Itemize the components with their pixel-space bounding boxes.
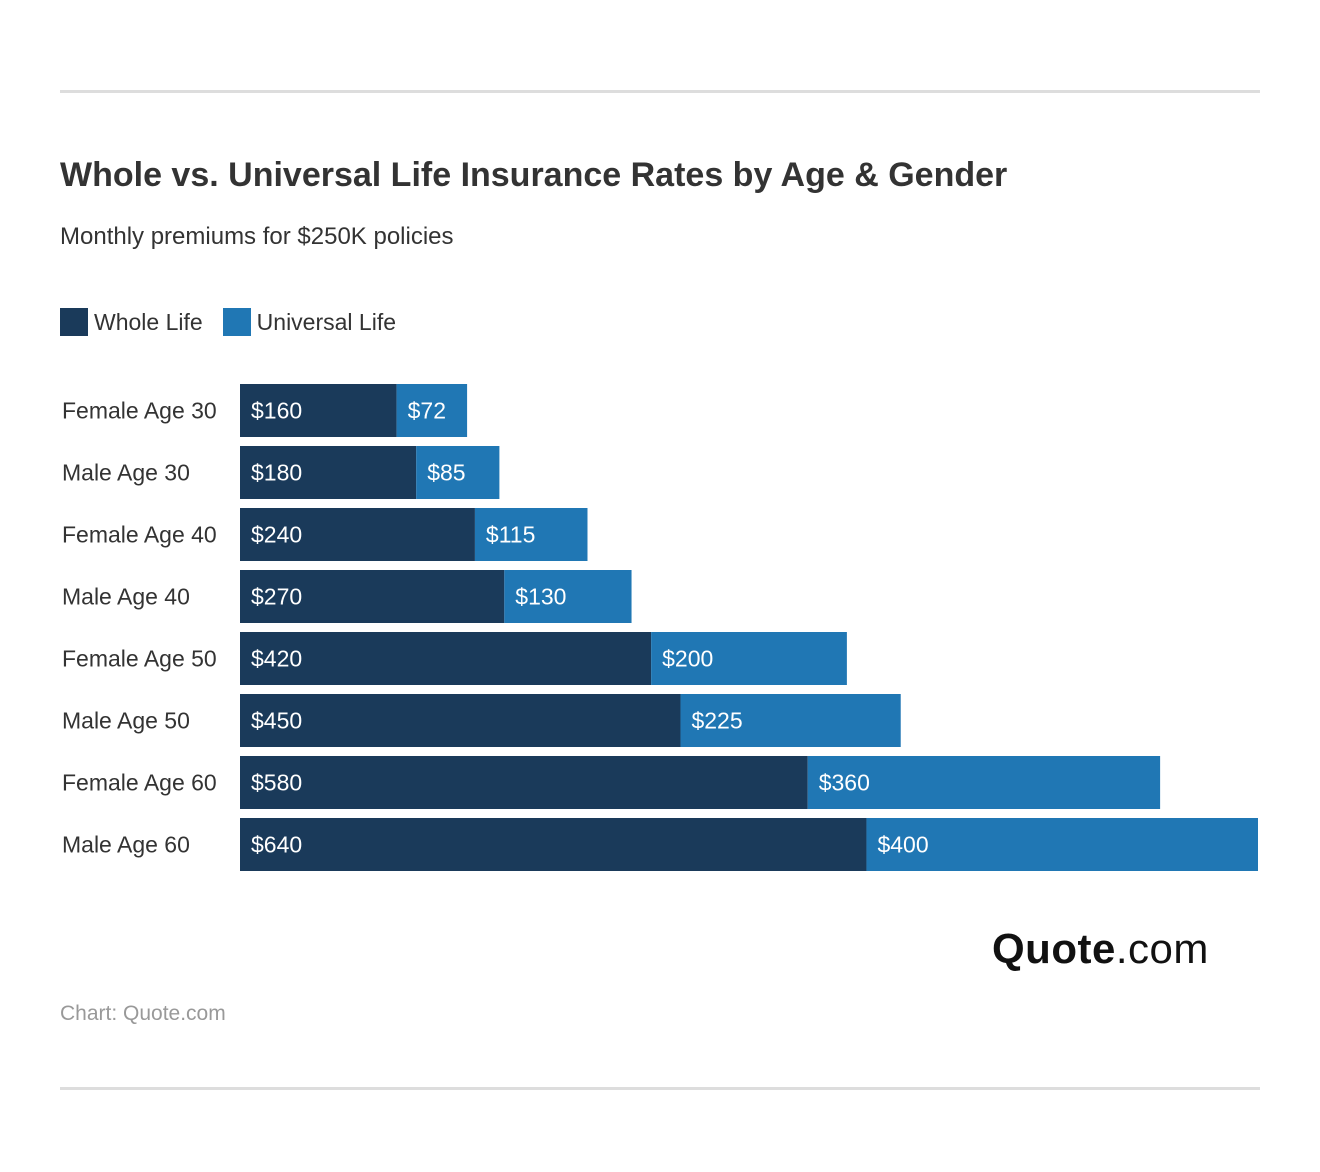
bar-whole-life-female-age-60 [240,756,808,809]
chart-title: Whole vs. Universal Life Insurance Rates… [60,156,1008,194]
bar-universal-life-female-age-60 [807,756,1161,809]
category-label-female-age-50: Female Age 50 [62,646,217,672]
data-label-universal-life-female-age-30: $72 [408,398,446,424]
legend-item-universal-life: Universal Life [222,308,397,336]
category-label-male-age-50: Male Age 50 [62,708,190,734]
category-label-female-age-60: Female Age 60 [62,770,217,796]
bar-universal-life-female-age-40 [474,508,588,561]
bar-whole-life-female-age-50 [240,632,652,685]
bottom-divider [60,1087,1260,1090]
bar-universal-life-male-age-50 [680,694,901,747]
legend-swatch-whole-life [60,308,88,336]
data-label-whole-life-female-age-60: $580 [251,770,302,796]
bar-whole-life-male-age-50 [240,694,681,747]
data-label-whole-life-female-age-50: $420 [251,646,302,672]
bar-whole-life-male-age-40 [240,570,505,623]
legend-item-whole-life: Whole Life [60,308,203,336]
data-label-whole-life-male-age-40: $270 [251,584,302,610]
data-label-whole-life-female-age-40: $240 [251,522,302,548]
data-label-universal-life-female-age-60: $360 [819,770,870,796]
top-divider [60,90,1260,93]
bar-whole-life-female-age-40 [240,508,475,561]
bar-universal-life-male-age-60 [866,818,1258,871]
bar-universal-life-female-age-30 [396,384,468,437]
bar-whole-life-male-age-30 [240,446,417,499]
category-label-male-age-40: Male Age 40 [62,584,190,610]
category-label-female-age-30: Female Age 30 [62,398,217,424]
legend-label-whole-life: Whole Life [94,308,203,335]
chart-source: Chart: Quote.com [60,1002,226,1025]
logo-domain: .com [1115,925,1209,972]
bar-universal-life-male-age-30 [416,446,500,499]
data-label-universal-life-male-age-50: $225 [691,708,742,734]
bar-universal-life-male-age-40 [504,570,632,623]
category-label-male-age-30: Male Age 30 [62,460,190,486]
legend: Whole Life Universal Life [60,308,416,336]
quote-logo: Quote.com [992,925,1209,973]
category-label-male-age-60: Male Age 60 [62,832,190,858]
chart-subtitle: Monthly premiums for $250K policies [60,223,454,250]
data-label-universal-life-female-age-50: $200 [662,646,713,672]
bar-whole-life-male-age-60 [240,818,867,871]
logo-wordmark: Quote [992,925,1116,972]
data-label-universal-life-male-age-40: $130 [515,584,566,610]
data-label-universal-life-female-age-40: $115 [486,522,535,548]
legend-label-universal-life: Universal Life [256,308,397,335]
bar-whole-life-female-age-30 [240,384,397,437]
category-label-female-age-40: Female Age 40 [62,522,217,548]
data-label-whole-life-male-age-50: $450 [251,708,302,734]
data-label-whole-life-female-age-30: $160 [251,398,302,424]
bar-universal-life-female-age-50 [651,632,847,685]
data-label-whole-life-male-age-30: $180 [251,460,302,486]
legend-swatch-universal-life [222,308,251,336]
data-label-universal-life-male-age-30: $85 [427,460,465,486]
data-label-whole-life-male-age-60: $640 [251,832,302,858]
data-label-universal-life-male-age-60: $400 [877,832,928,858]
